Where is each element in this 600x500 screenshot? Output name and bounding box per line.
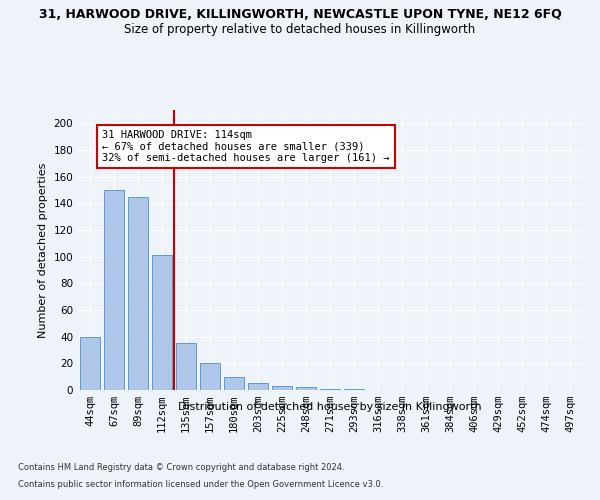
Bar <box>176 344 196 390</box>
Bar <box>200 364 220 390</box>
Bar <box>296 388 316 390</box>
Bar <box>248 384 268 390</box>
Text: Contains HM Land Registry data © Crown copyright and database right 2024.: Contains HM Land Registry data © Crown c… <box>18 462 344 471</box>
Bar <box>224 376 244 390</box>
Bar <box>104 190 124 390</box>
Text: Size of property relative to detached houses in Killingworth: Size of property relative to detached ho… <box>124 22 476 36</box>
Text: Distribution of detached houses by size in Killingworth: Distribution of detached houses by size … <box>178 402 482 412</box>
Bar <box>80 336 100 390</box>
Bar <box>128 196 148 390</box>
Text: 31 HARWOOD DRIVE: 114sqm
← 67% of detached houses are smaller (339)
32% of semi-: 31 HARWOOD DRIVE: 114sqm ← 67% of detach… <box>102 130 389 163</box>
Bar <box>152 256 172 390</box>
Text: Contains public sector information licensed under the Open Government Licence v3: Contains public sector information licen… <box>18 480 383 489</box>
Bar <box>272 386 292 390</box>
Bar <box>320 388 340 390</box>
Text: 31, HARWOOD DRIVE, KILLINGWORTH, NEWCASTLE UPON TYNE, NE12 6FQ: 31, HARWOOD DRIVE, KILLINGWORTH, NEWCAST… <box>38 8 562 20</box>
Bar <box>344 388 364 390</box>
Y-axis label: Number of detached properties: Number of detached properties <box>38 162 48 338</box>
